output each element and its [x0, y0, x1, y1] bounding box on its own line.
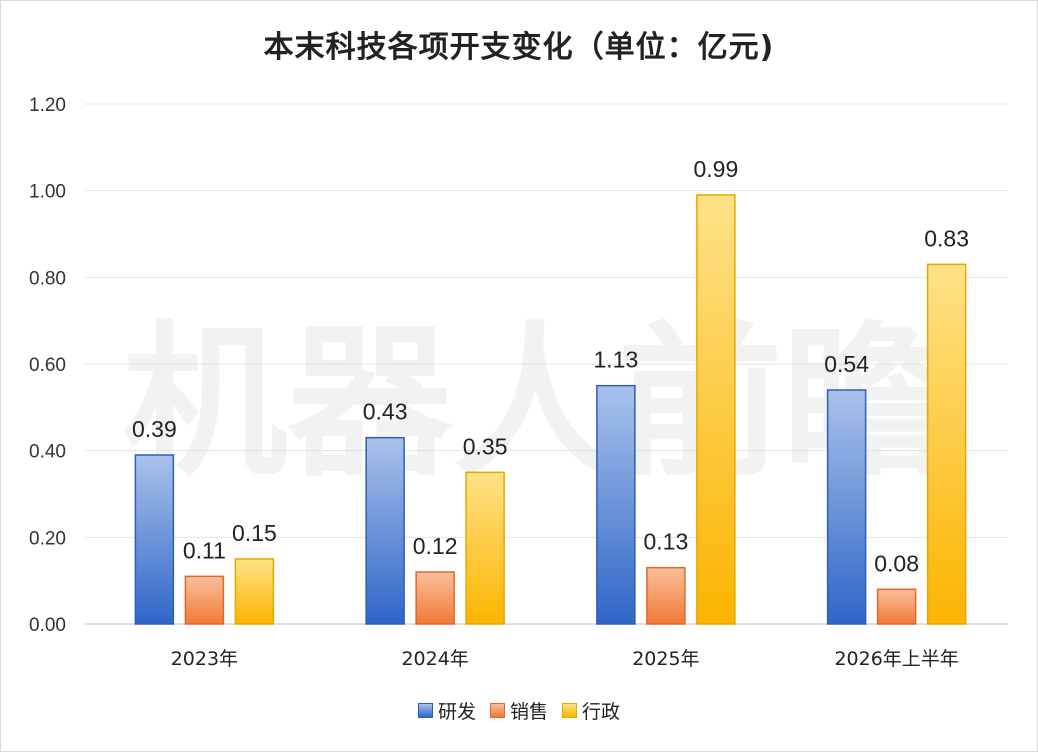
data-label: 0.99 [693, 156, 738, 182]
watermark-text: 机器人前瞻 [123, 307, 948, 499]
y-tick-label: 0.20 [29, 528, 66, 549]
data-label: 0.83 [924, 225, 969, 251]
bar-研发-2026年上半年 [826, 389, 867, 625]
data-label: 0.11 [183, 537, 226, 563]
legend-label: 研发 [437, 701, 476, 723]
data-labels: 0.39 0.110.15 0.43 0.12 0.35 1.13 0.13 0.99 0.54… [132, 156, 969, 576]
legend-item: 销售 [489, 697, 548, 724]
y-tick-label: 0.60 [29, 355, 66, 376]
x-axis: 2023年 2024年 2025年 2026年上半年 [171, 648, 959, 670]
data-label: 0.54 [824, 351, 869, 377]
data-label: 0.12 [413, 533, 458, 559]
legend: 研发 销售 行政 [0, 697, 1038, 724]
data-label: 0.08 [874, 550, 919, 576]
bar-销售-2024年 [415, 571, 455, 625]
bar-行政-2026年上半年 [926, 263, 967, 625]
bar-销售-2026年上半年 [876, 588, 917, 625]
data-label: 0.13 [643, 529, 688, 555]
legend-swatch [489, 703, 505, 718]
x-tick-label: 2026年上半年 [834, 648, 958, 670]
legend-swatch [417, 703, 433, 718]
legend-item: 研发 [417, 697, 476, 724]
legend-swatch [562, 703, 577, 718]
bar-研发-2023年 [134, 454, 175, 625]
y-axis: 0.00 0.20 0.40 0.60 0.80 1.00 1.20 [29, 95, 66, 636]
x-tick-label: 2025年 [632, 648, 699, 670]
legend-item: 行政 [562, 697, 620, 724]
chart-title: 本末科技各项开支变化（单位：亿元) [263, 30, 775, 65]
data-label: 0.43 [363, 399, 408, 425]
bar-行政-2025年 [696, 194, 736, 625]
y-tick-label: 0.40 [29, 442, 66, 463]
bar-研发-2024年 [365, 436, 405, 625]
y-tick-label: 1.20 [29, 95, 66, 116]
x-tick-label: 2024年 [401, 648, 468, 670]
bar-销售-2023年 [184, 575, 225, 625]
y-tick-label: 1.00 [29, 182, 66, 203]
x-tick-label: 2023年 [171, 648, 238, 670]
bar-研发-2025年 [596, 384, 636, 625]
watermark: 机器人前瞻 [123, 307, 948, 499]
bar-行政-2024年 [465, 471, 505, 625]
y-tick-label: 0.00 [29, 615, 66, 636]
legend-label: 行政 [582, 701, 621, 723]
data-label: 1.13 [593, 347, 638, 373]
bars [134, 194, 967, 625]
data-label: 0.39 [132, 416, 177, 442]
data-label: 0.15 [232, 520, 277, 546]
data-label: 0.35 [463, 433, 508, 459]
bar-销售-2025年 [646, 566, 686, 625]
y-tick-label: 0.80 [29, 268, 66, 289]
legend-label: 销售 [509, 701, 548, 723]
bar-行政-2023年 [234, 558, 275, 625]
